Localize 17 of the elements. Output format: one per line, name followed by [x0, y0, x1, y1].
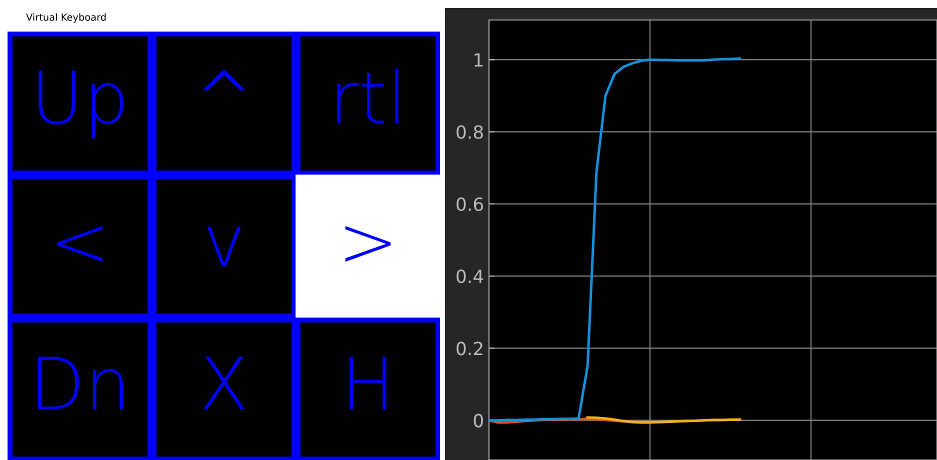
y-tick-label: 0.8	[456, 125, 483, 139]
text: X	[203, 356, 245, 410]
text: v	[207, 226, 241, 266]
y-tick-label: 0.6	[456, 197, 484, 212]
text: ^	[202, 70, 246, 90]
text: Dn	[38, 356, 123, 410]
text: H	[350, 356, 386, 410]
text: >	[345, 226, 391, 262]
y-tick-label: 1	[474, 53, 482, 67]
line-series	[489, 57, 742, 422]
text: Up	[38, 70, 124, 138]
y-tick-label: 0.2	[456, 342, 482, 356]
text: rtl	[337, 68, 398, 124]
text: Virtual Keyboard	[26, 13, 106, 23]
y-tick-label: 0	[474, 414, 483, 428]
y-tick-label: 0.4	[456, 270, 484, 284]
text: <	[57, 226, 103, 262]
